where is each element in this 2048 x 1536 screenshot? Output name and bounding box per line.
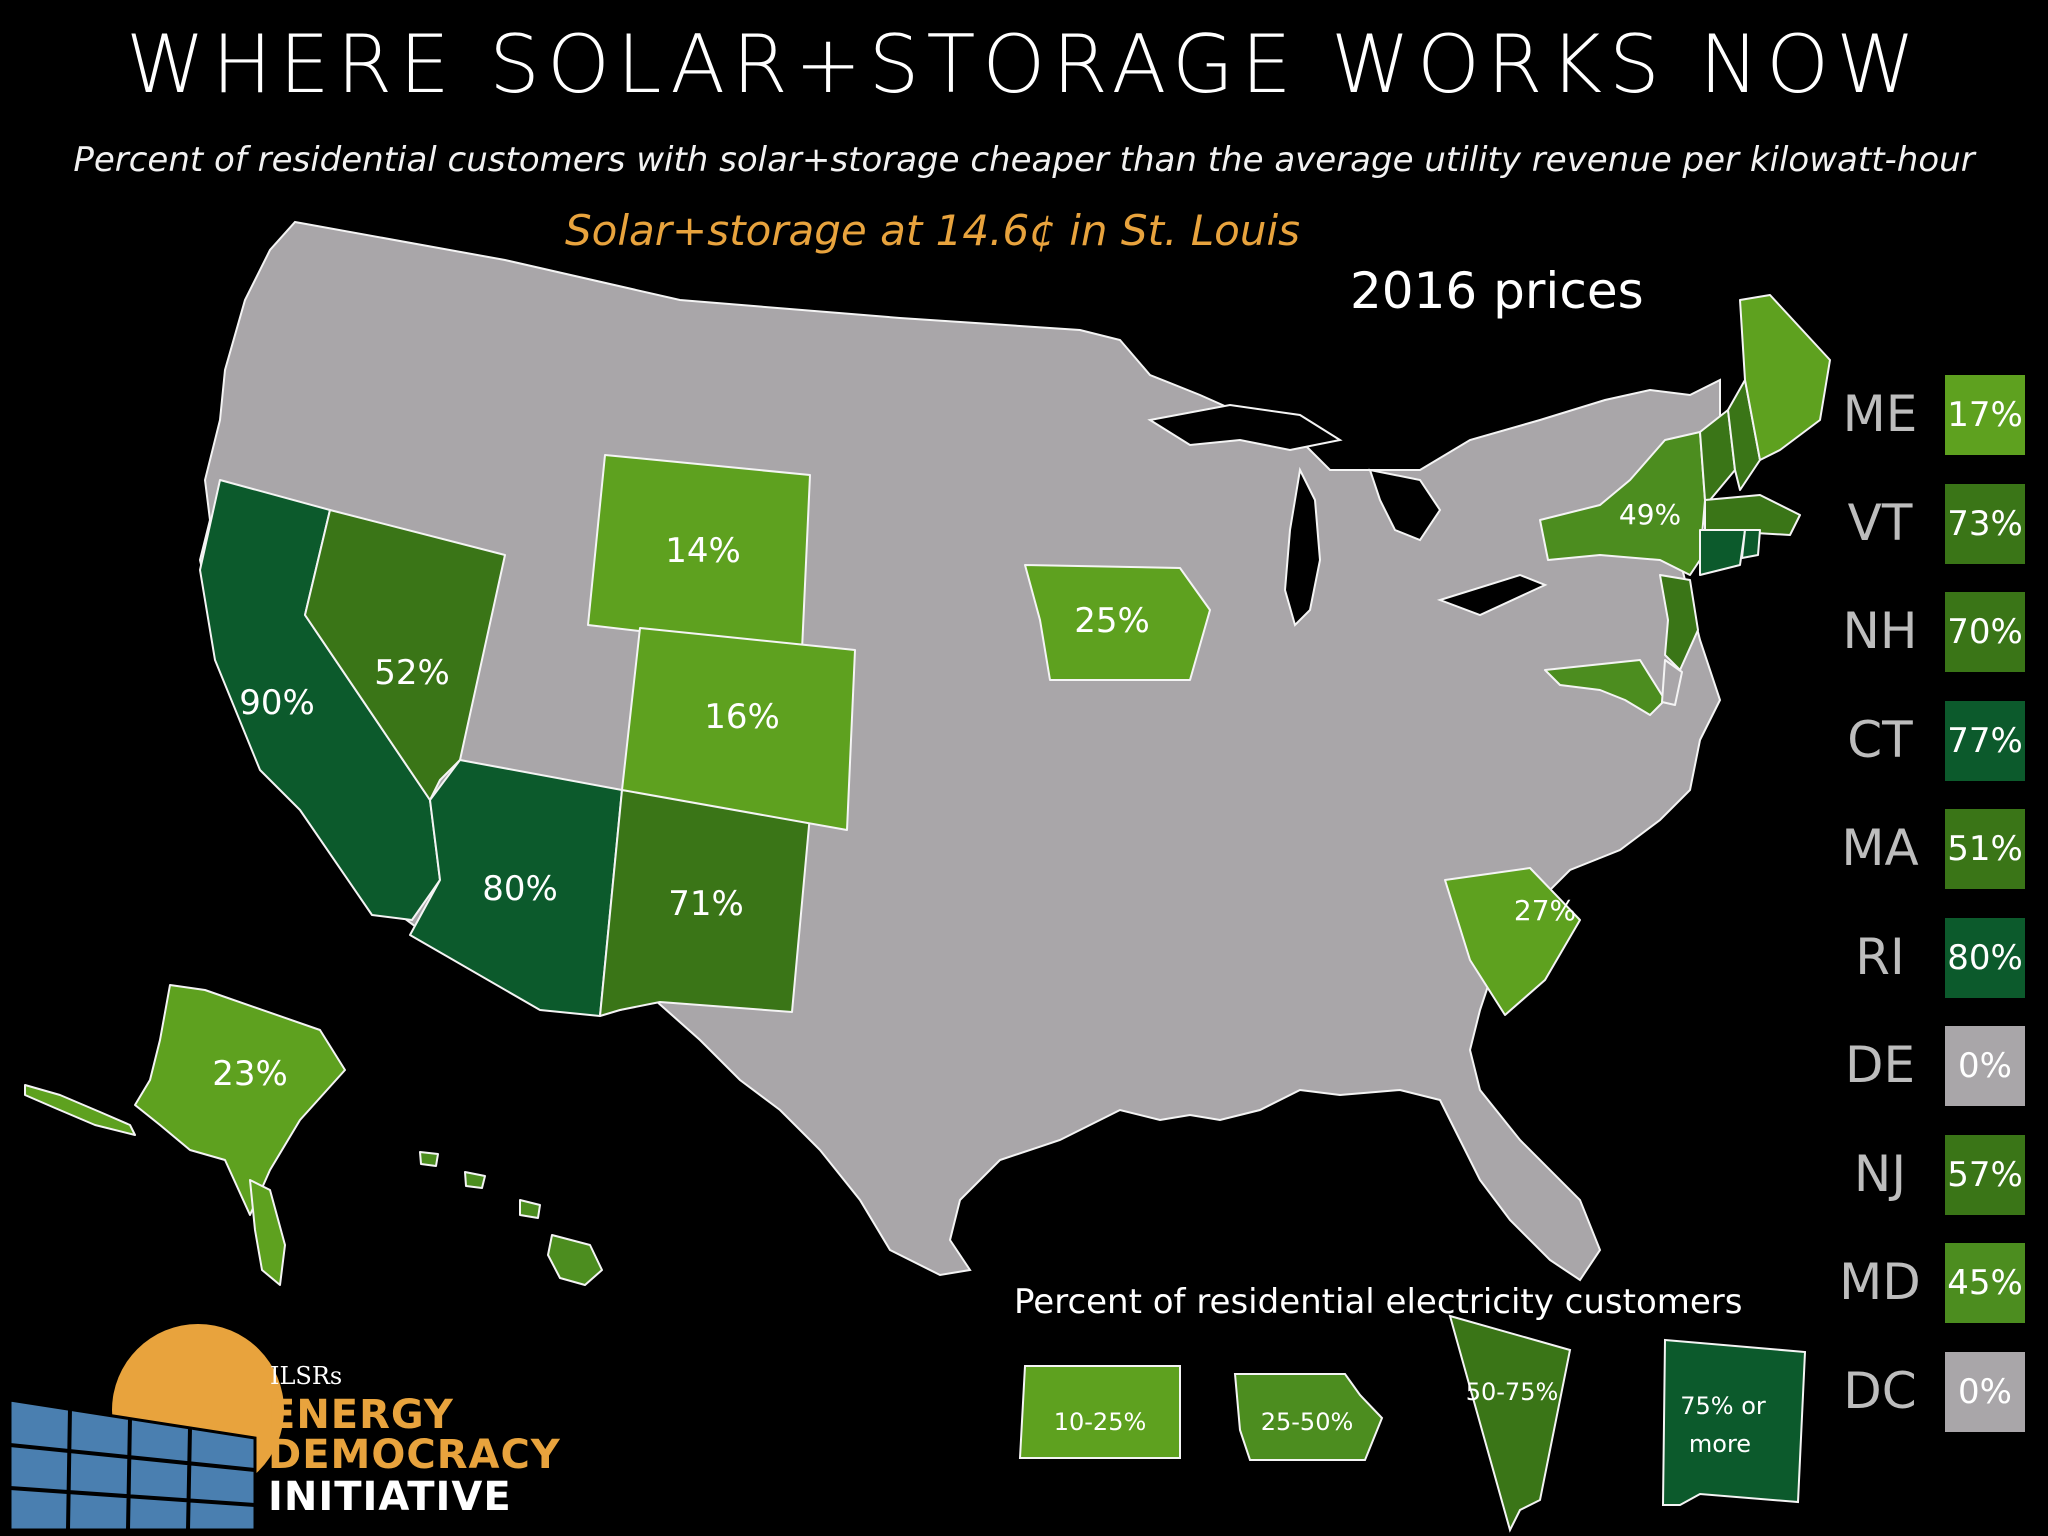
side-legend-value: 77%	[1945, 700, 2025, 781]
side-legend-state: VT	[1847, 493, 1913, 552]
hawaii-big-island	[547, 1234, 603, 1286]
side-legend-row: DC 0%	[1830, 1351, 2040, 1434]
lake-huron	[1368, 468, 1442, 542]
logo-panel-grid	[9, 1407, 256, 1531]
state-nevada	[304, 509, 506, 801]
side-legend-state: RI	[1855, 927, 1905, 986]
side-legend-row: NJ 57%	[1830, 1134, 2040, 1217]
side-legend-row: VT 73%	[1830, 483, 2040, 566]
legend-label-50-75: 50-75%	[1466, 1378, 1559, 1406]
logo-democracy-text: DEMOCRACY	[268, 1432, 561, 1478]
label-ca: 90%	[239, 683, 315, 723]
side-legend-state: DE	[1844, 1036, 1916, 1094]
hawaii-kauai	[419, 1151, 439, 1167]
legend-swatch-75-plus	[1661, 1338, 1807, 1506]
legend-swatch-25-50	[1233, 1373, 1384, 1461]
legend-label-10-25: 10-25%	[1054, 1408, 1147, 1436]
side-legend-value: 73%	[1945, 483, 2025, 564]
legend-label-75-line2: more	[1689, 1430, 1751, 1458]
state-new-hampshire	[1727, 379, 1761, 491]
alaska-panhandle	[249, 1179, 286, 1286]
side-legend-row: CT 77%	[1830, 700, 2040, 783]
legend-swatch-50-75	[1448, 1314, 1572, 1533]
state-massachusetts	[1704, 494, 1801, 536]
legend-title: Percent of residential electricity custo…	[1014, 1282, 1743, 1322]
side-legend-state: CT	[1847, 710, 1913, 769]
logo-energy-text: ENERGY	[268, 1392, 454, 1438]
lake-superior	[1147, 403, 1343, 452]
lake-erie	[1436, 573, 1548, 617]
label-wy: 14%	[665, 531, 741, 571]
side-legend-value: 45%	[1945, 1243, 2025, 1323]
subtitle: Percent of residential customers with so…	[73, 140, 1975, 180]
label-nm: 71%	[668, 884, 744, 924]
side-legend-state: NH	[1842, 602, 1918, 660]
ilsr-logo-icon	[8, 1324, 284, 1532]
label-nv: 52%	[374, 653, 450, 693]
label-sc: 27%	[1514, 894, 1576, 927]
side-legend-row: MA 51%	[1830, 809, 2040, 891]
state-rhode-island	[1741, 529, 1761, 559]
state-colorado	[621, 627, 856, 831]
side-legend-value: 0%	[1945, 1026, 2025, 1106]
lake-michigan	[1283, 466, 1322, 627]
alaska-aleutians	[24, 1084, 136, 1136]
state-delaware	[1661, 659, 1683, 706]
year-label: 2016 prices	[1350, 262, 1644, 320]
logo-org-name: ILSRs	[270, 1362, 343, 1390]
side-legend-state: ME	[1842, 385, 1918, 443]
label-co: 16%	[704, 697, 780, 737]
state-iowa	[1024, 564, 1211, 681]
side-legend-value: 17%	[1945, 375, 2025, 455]
page-title: WHERE SOLAR+STORAGE WORKS NOW	[125, 18, 1923, 111]
state-connecticut	[1699, 529, 1746, 576]
hawaii-oahu	[464, 1171, 486, 1189]
side-legend-value: 0%	[1945, 1351, 2025, 1432]
side-legend-value: 70%	[1945, 592, 2025, 672]
side-legend-value: 57%	[1945, 1134, 2025, 1215]
state-alaska	[134, 984, 346, 1216]
label-ny: 49%	[1619, 498, 1681, 531]
state-south-carolina	[1444, 867, 1581, 1016]
legend-label-75-line1: 75% or	[1680, 1392, 1766, 1420]
side-legend-row: ME 17%	[1830, 375, 2040, 457]
state-maine	[1739, 294, 1831, 461]
state-vermont	[1699, 409, 1736, 501]
highlight-note: Solar+storage at 14.6¢ in St. Louis	[565, 206, 1300, 255]
side-legend-state: NJ	[1853, 1144, 1907, 1203]
side-legend-row: MD 45%	[1830, 1243, 2040, 1325]
side-legend-state: DC	[1843, 1361, 1917, 1420]
label-az: 80%	[482, 869, 558, 909]
side-legend-row: DE 0%	[1830, 1026, 2040, 1108]
legend-swatch-10-25	[1018, 1365, 1181, 1459]
label-ia: 25%	[1074, 601, 1150, 641]
legend-label-25-50: 25-50%	[1261, 1408, 1354, 1436]
side-legend-value: 51%	[1945, 809, 2025, 889]
hawaii-maui	[519, 1199, 541, 1219]
side-legend-row: NH 70%	[1830, 592, 2040, 674]
side-legend-row: RI 80%	[1830, 917, 2040, 1000]
label-ak: 23%	[212, 1054, 288, 1094]
side-legend-state: MA	[1841, 819, 1919, 877]
logo-initiative-text: INITIATIVE	[268, 1474, 512, 1520]
side-legend-value: 80%	[1945, 917, 2025, 998]
side-legend-state: MD	[1839, 1253, 1921, 1311]
state-maryland	[1544, 659, 1666, 716]
